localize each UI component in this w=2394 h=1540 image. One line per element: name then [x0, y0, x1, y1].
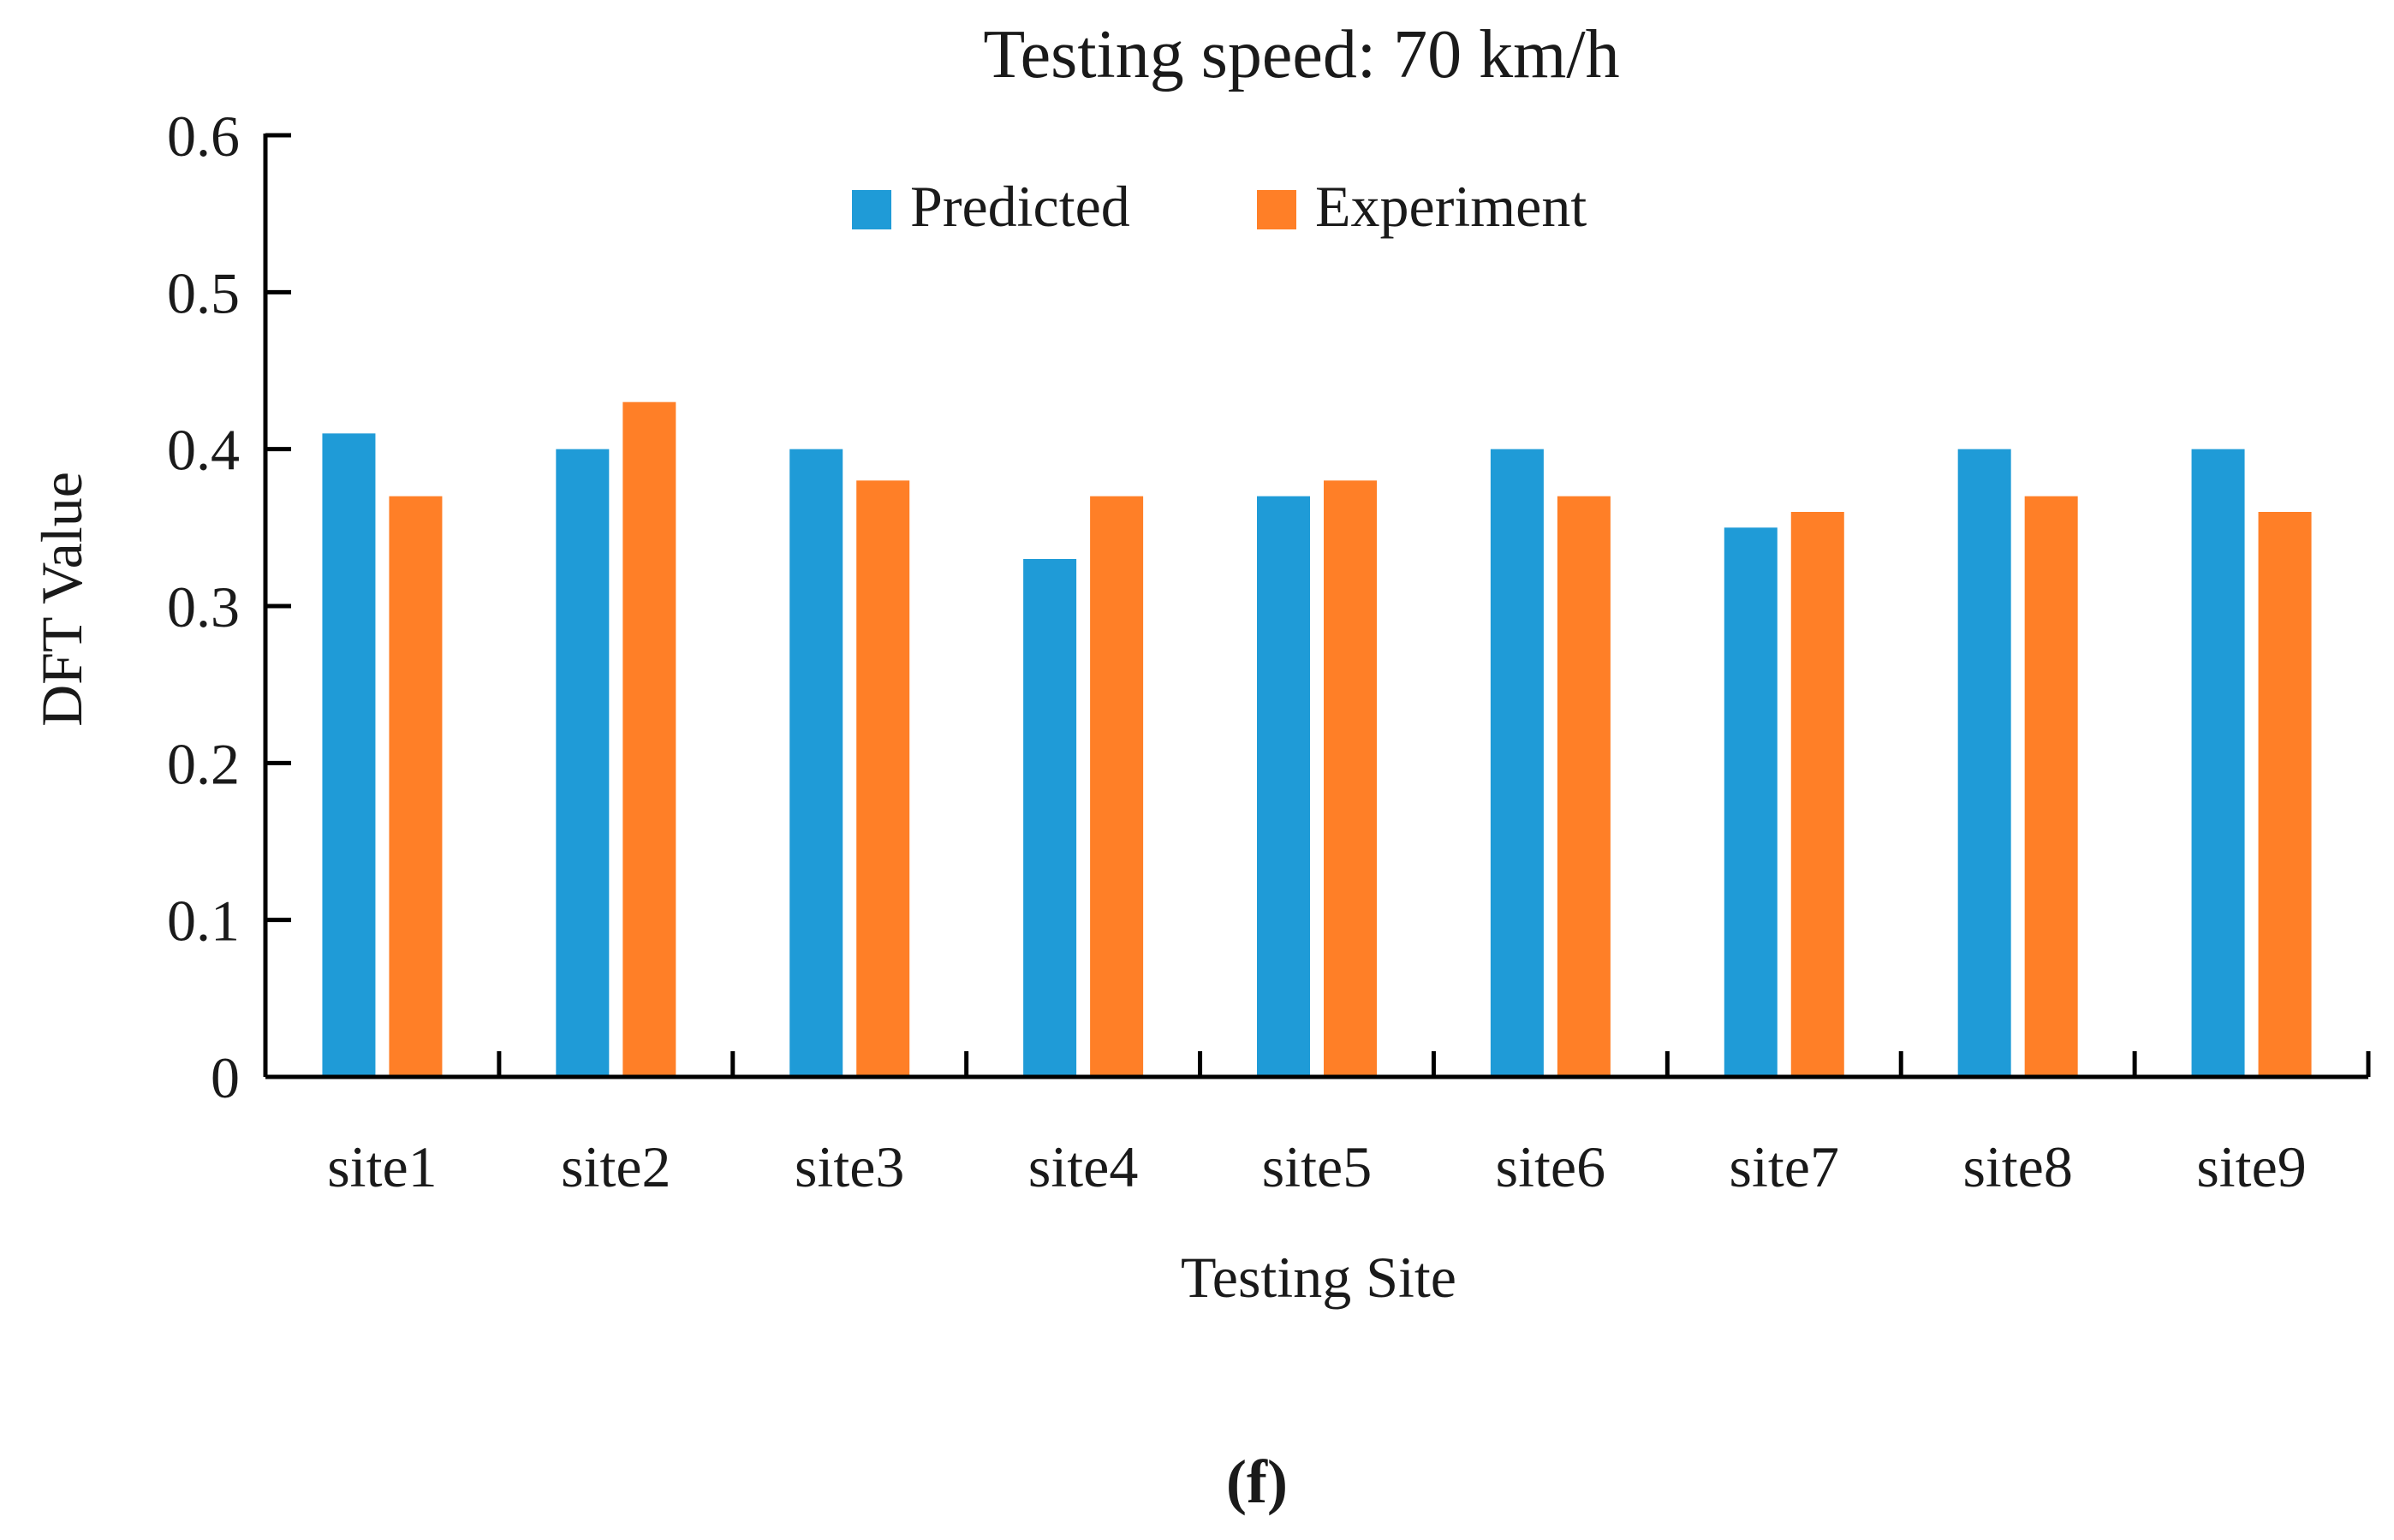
y-axis-label: DFT Value: [29, 472, 94, 727]
legend-label-experiment: Experiment: [1315, 174, 1587, 239]
bar-experiment-site2: [622, 401, 676, 1078]
bar-experiment-site5: [1324, 480, 1377, 1077]
bar-predicted-site1: [322, 433, 376, 1077]
panel-label: (f): [1226, 1448, 1288, 1516]
y-tick-label: 0.4: [167, 418, 240, 483]
bar-predicted-site3: [789, 449, 843, 1077]
bar-predicted-site4: [1023, 559, 1077, 1077]
y-tick-label: 0.5: [167, 260, 240, 325]
bar-experiment-site9: [2258, 512, 2312, 1077]
legend-label-predicted: Predicted: [910, 174, 1130, 239]
bar-experiment-site1: [389, 496, 443, 1077]
x-axis: site1 site2 site3 site4 site5 site6 site7 site8…: [263, 1051, 2371, 1199]
y-tick-label: 0.1: [167, 889, 240, 954]
bar-experiment-site6: [1557, 496, 1611, 1077]
bar-predicted-site2: [556, 449, 610, 1077]
y-tick-label: 0.3: [167, 574, 240, 639]
y-axis: 0 0.1 0.2 0.3 0.4 0.5 0.6: [167, 104, 291, 1110]
x-tick-label: site2: [561, 1134, 670, 1199]
bar-predicted-site6: [1490, 449, 1544, 1077]
x-axis-label: Testing Site: [1181, 1245, 1456, 1310]
y-tick-label: 0.2: [167, 731, 240, 796]
legend-swatch-predicted: [852, 190, 891, 229]
x-tick-label: site7: [1730, 1134, 1839, 1199]
y-tick-label: 0: [211, 1045, 240, 1110]
bar-predicted-site5: [1257, 496, 1310, 1077]
x-tick-label: site9: [2196, 1134, 2306, 1199]
legend-swatch-experiment: [1257, 190, 1296, 229]
legend: Predicted Experiment: [852, 174, 1587, 239]
x-tick-label: site4: [1028, 1134, 1138, 1199]
x-tick-label: site3: [795, 1134, 904, 1199]
bars-group: [322, 401, 2312, 1078]
bar-experiment-site8: [2024, 496, 2078, 1077]
x-tick-label: site1: [327, 1134, 437, 1199]
y-tick-label: 0.6: [167, 104, 240, 169]
bar-experiment-site3: [856, 480, 910, 1077]
chart-title: Testing speed: 70 km/h: [983, 17, 1619, 92]
bar-predicted-site8: [1957, 449, 2011, 1077]
bar-experiment-site7: [1790, 512, 1844, 1077]
x-tick-label: site5: [1262, 1134, 1372, 1199]
x-tick-label: site8: [1962, 1134, 2072, 1199]
x-tick-label: site6: [1496, 1134, 1605, 1199]
bar-experiment-site4: [1090, 496, 1144, 1077]
bar-predicted-site9: [2191, 449, 2245, 1077]
bar-predicted-site7: [1724, 527, 1778, 1077]
